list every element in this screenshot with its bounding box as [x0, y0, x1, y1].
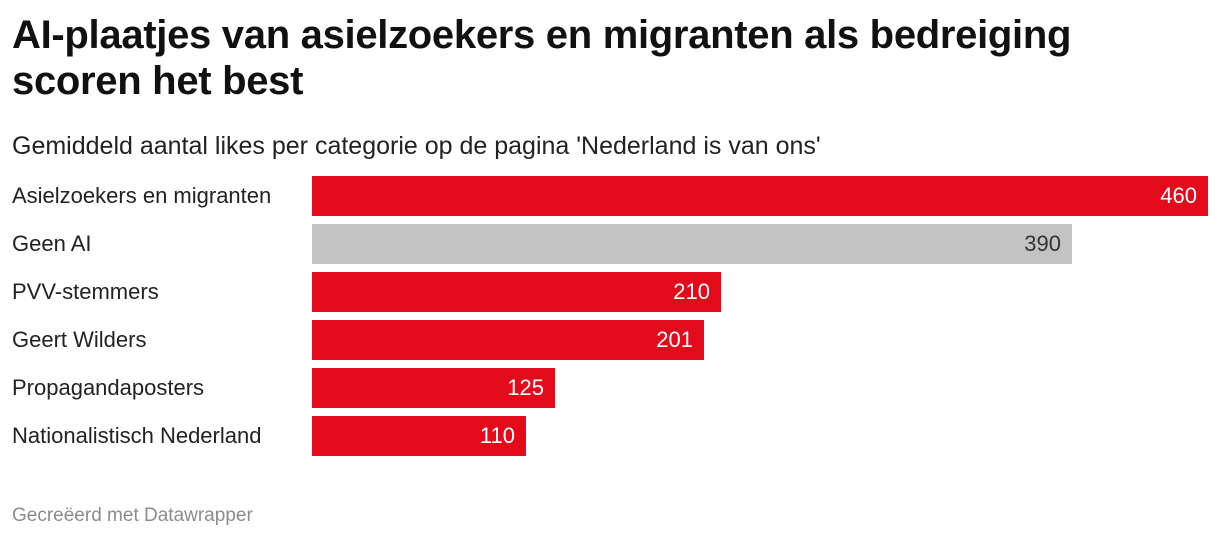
bar-value-label: 460: [1160, 183, 1197, 208]
bar: 210: [312, 272, 721, 312]
bar-row: Propagandaposters 125: [0, 368, 1220, 408]
bar-row: Asielzoekers en migranten 460: [0, 176, 1220, 216]
bar-chart: Asielzoekers en migranten 460 Geen AI 390 PV…: [0, 176, 1220, 476]
bar: 390: [312, 224, 1072, 264]
category-label: Asielzoekers en migranten: [12, 183, 272, 208]
bar-row: PVV-stemmers 210: [0, 272, 1220, 312]
bar-row: Geen AI 390: [0, 224, 1220, 264]
bar-row: Nationalistisch Nederland 110: [0, 416, 1220, 456]
bar: 110: [312, 416, 526, 456]
bar: 201: [312, 320, 704, 360]
category-label: Nationalistisch Nederland: [12, 423, 262, 448]
category-label: Propagandaposters: [12, 375, 205, 400]
category-label: PVV-stemmers: [12, 279, 159, 304]
credit-link[interactable]: Gecreëerd met Datawrapper: [12, 505, 253, 526]
chart-title: AI-plaatjes van asielzoekers en migrante…: [12, 13, 1072, 103]
bar-value-label: 201: [656, 327, 693, 352]
bar-value-label: 125: [507, 375, 544, 400]
chart-subtitle: Gemiddeld aantal likes per categorie op …: [12, 132, 821, 160]
bar-value-label: 110: [479, 423, 515, 448]
bar: 125: [312, 368, 555, 408]
bar-value-label: 210: [673, 279, 710, 304]
bar-row: Geert Wilders 201: [0, 320, 1220, 360]
category-label: Geert Wilders: [12, 327, 147, 352]
bar-value-label: 390: [1024, 231, 1061, 256]
category-label: Geen AI: [12, 231, 92, 256]
bar: 460: [312, 176, 1208, 216]
